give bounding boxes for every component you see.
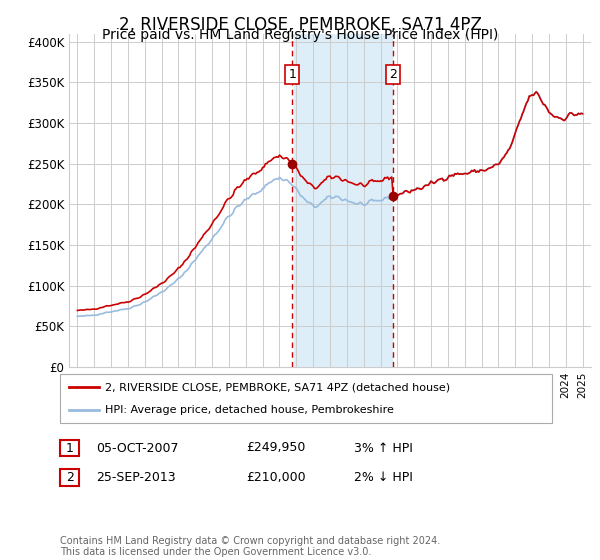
Text: 2: 2 <box>389 68 397 81</box>
Text: 2, RIVERSIDE CLOSE, PEMBROKE, SA71 4PZ (detached house): 2, RIVERSIDE CLOSE, PEMBROKE, SA71 4PZ (… <box>105 382 450 393</box>
Text: Price paid vs. HM Land Registry's House Price Index (HPI): Price paid vs. HM Land Registry's House … <box>102 28 498 42</box>
Text: Contains HM Land Registry data © Crown copyright and database right 2024.
This d: Contains HM Land Registry data © Crown c… <box>60 535 440 557</box>
Text: £210,000: £210,000 <box>246 470 305 484</box>
Text: 2% ↓ HPI: 2% ↓ HPI <box>354 470 413 484</box>
Text: 1: 1 <box>288 68 296 81</box>
Text: HPI: Average price, detached house, Pembrokeshire: HPI: Average price, detached house, Pemb… <box>105 405 394 416</box>
Text: 3% ↑ HPI: 3% ↑ HPI <box>354 441 413 455</box>
Text: 25-SEP-2013: 25-SEP-2013 <box>96 470 176 484</box>
Text: 05-OCT-2007: 05-OCT-2007 <box>96 441 179 455</box>
Text: 2, RIVERSIDE CLOSE, PEMBROKE, SA71 4PZ: 2, RIVERSIDE CLOSE, PEMBROKE, SA71 4PZ <box>119 16 481 34</box>
Text: 2: 2 <box>65 470 74 484</box>
Text: 1: 1 <box>65 441 74 455</box>
Text: £249,950: £249,950 <box>246 441 305 455</box>
